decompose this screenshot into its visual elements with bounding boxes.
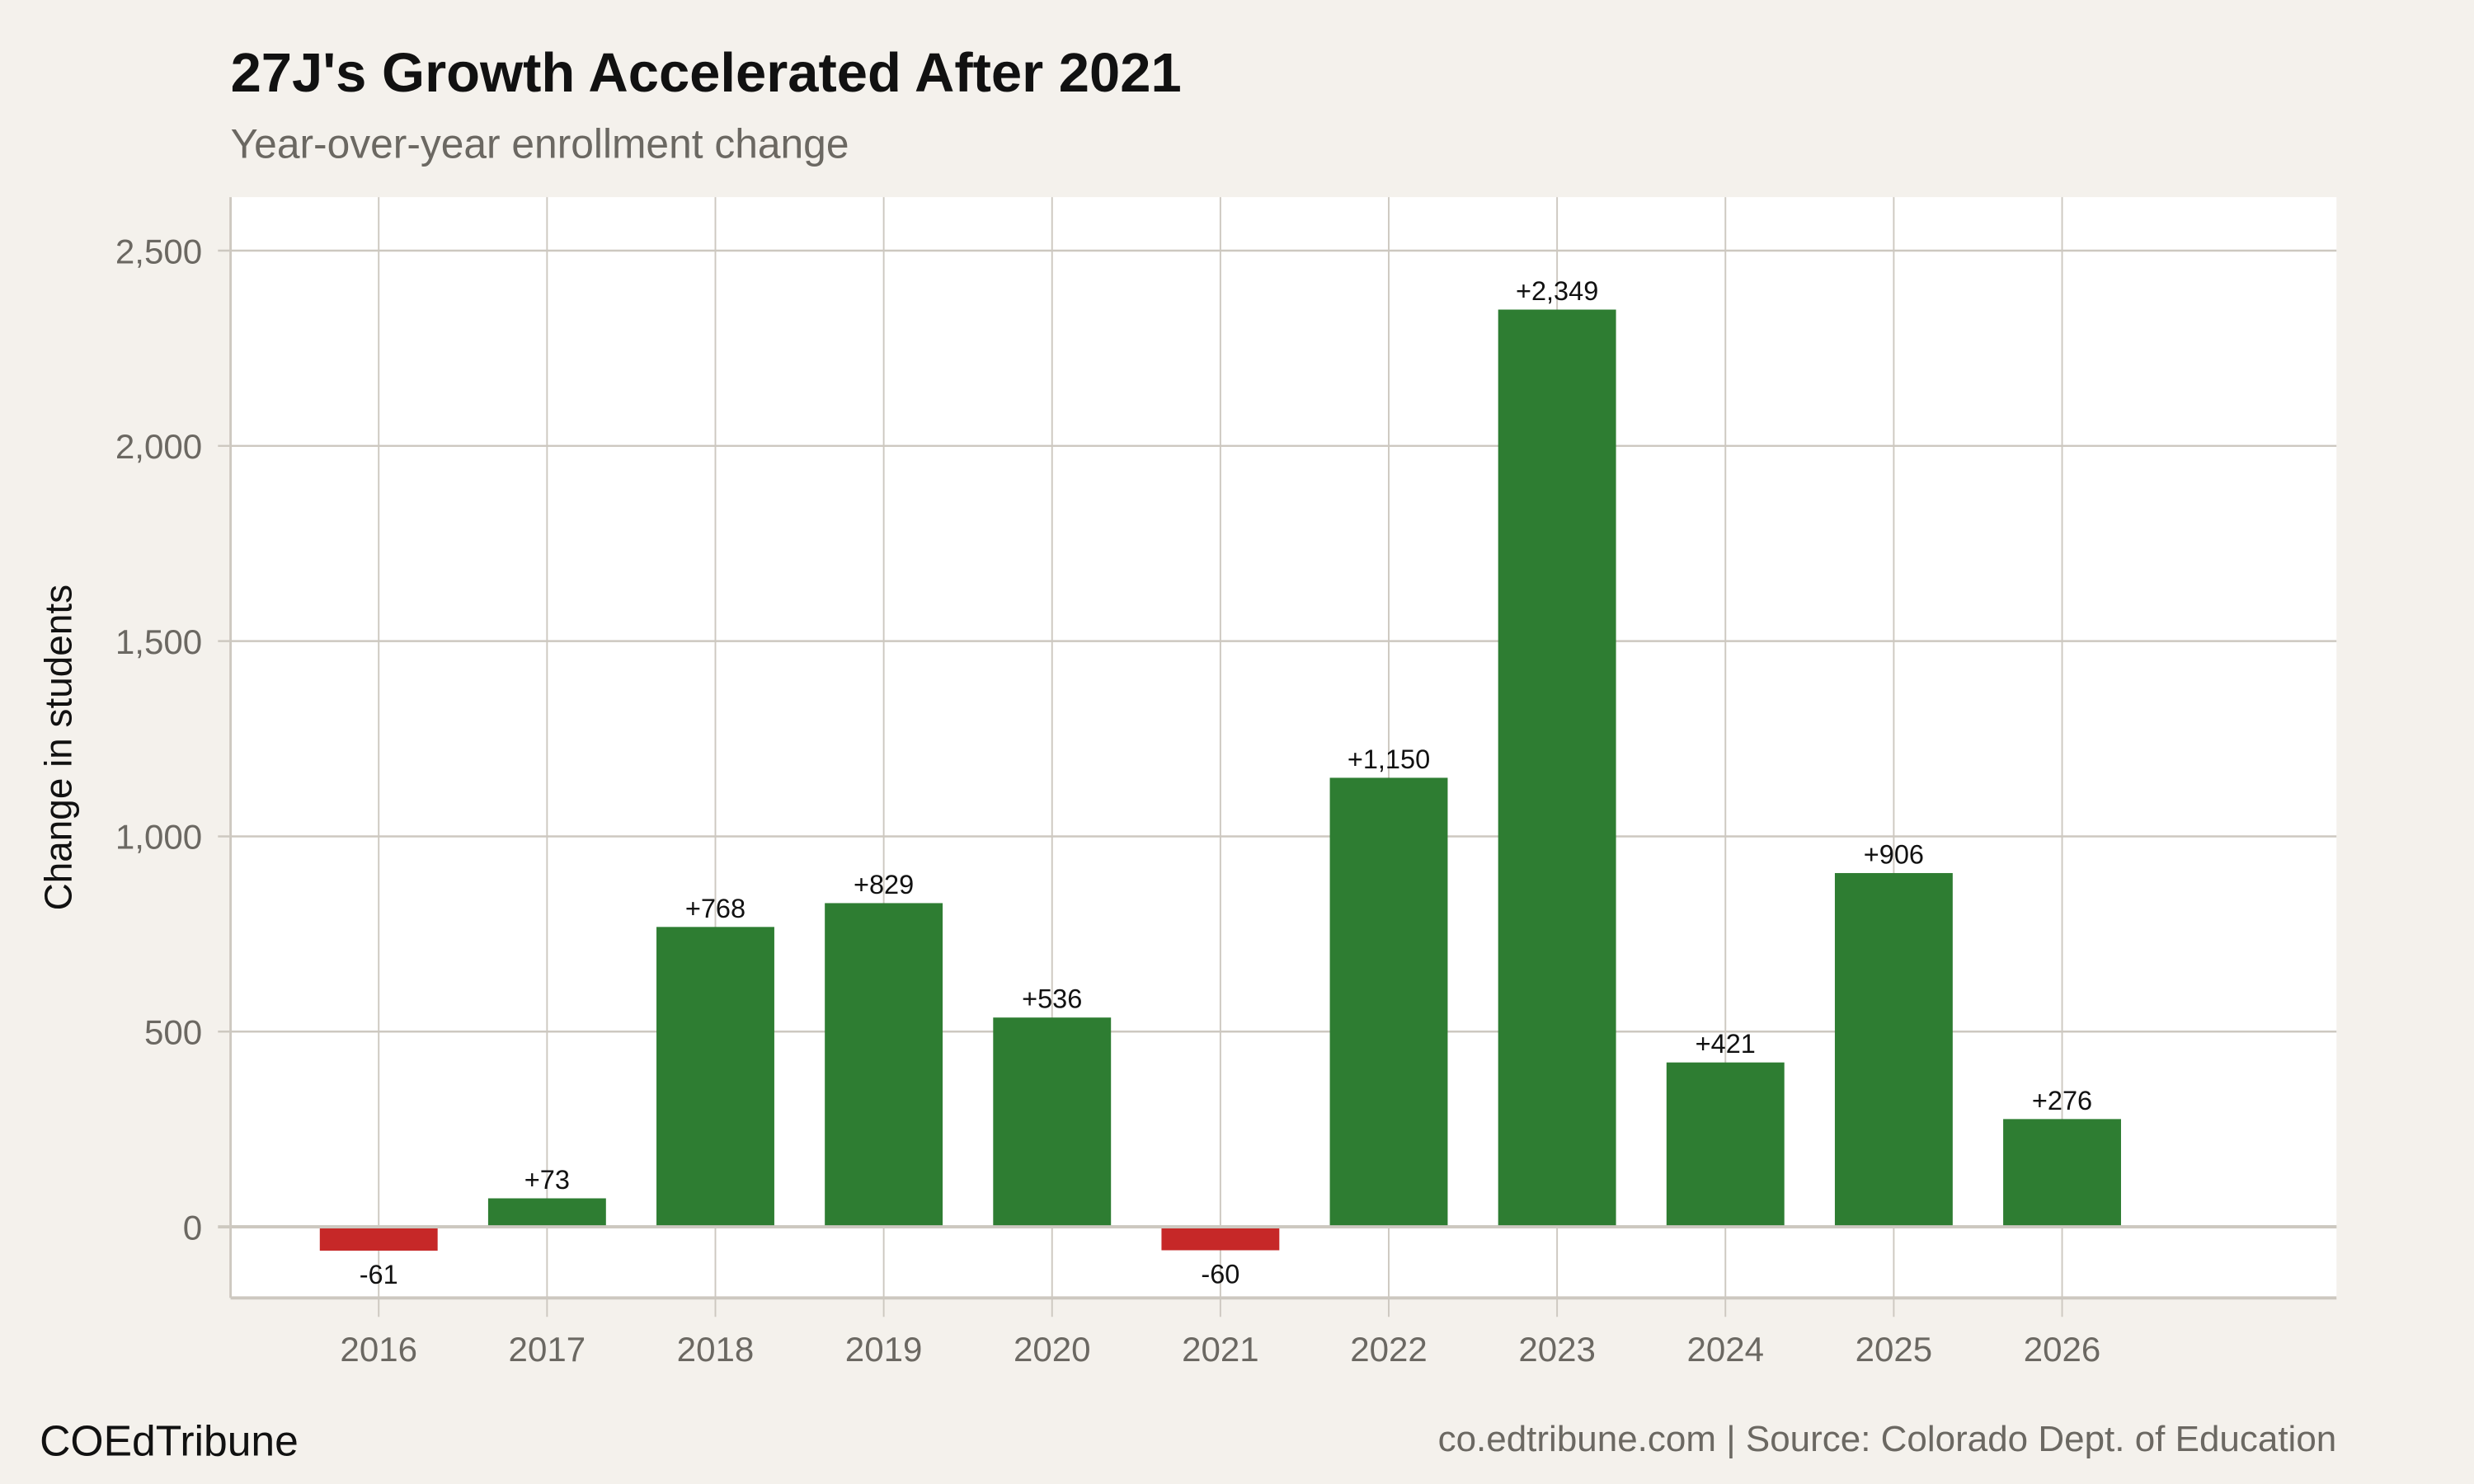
x-tick-label: 2020 <box>1014 1330 1091 1369</box>
data-label-2021: -60 <box>1201 1260 1239 1289</box>
x-tick-label: 2019 <box>845 1330 923 1369</box>
bar-2019 <box>825 903 943 1228</box>
brand-logo-text: COEdTribune <box>40 1417 299 1465</box>
y-tick-label: 1,000 <box>115 818 202 857</box>
data-label-2016: -61 <box>360 1260 398 1289</box>
x-tick-label: 2022 <box>1350 1330 1427 1369</box>
data-label-2019: +829 <box>854 870 914 899</box>
chart-title: 27J's Growth Accelerated After 2021 <box>231 42 1182 104</box>
y-tick-label: 500 <box>144 1013 202 1052</box>
data-label-2023: +2,349 <box>1516 276 1598 306</box>
source-note: co.edtribune.com | Source: Colorado Dept… <box>1438 1419 2337 1459</box>
x-tick-label: 2017 <box>509 1330 586 1369</box>
bars <box>230 309 2337 1251</box>
bar-2018 <box>656 927 774 1228</box>
x-tick-label: 2025 <box>1856 1330 1933 1369</box>
x-axis-ticks: 2016 2017 2018 2019 2020 2021 2022 2023 2024 2025… <box>340 1330 2100 1369</box>
y-tick-label: 1,500 <box>115 622 202 661</box>
y-tick-label: 0 <box>183 1208 202 1247</box>
bar-2020 <box>993 1017 1112 1228</box>
chart-subtitle: Year-over-year enrollment change <box>231 120 849 167</box>
data-label-2022: +1,150 <box>1348 744 1430 774</box>
bar-2016 <box>319 1227 438 1251</box>
x-tick-label: 2021 <box>1182 1330 1259 1369</box>
x-tick-label: 2016 <box>340 1330 417 1369</box>
data-label-2026: +276 <box>2032 1086 2092 1115</box>
bar-2017 <box>487 1198 606 1228</box>
x-tick-label: 2024 <box>1686 1330 1764 1369</box>
bar-2021 <box>1161 1227 1280 1251</box>
data-label-2018: +768 <box>685 894 745 923</box>
y-axis-label: Change in students <box>36 585 79 910</box>
data-label-2020: +536 <box>1022 984 1082 1014</box>
y-axis-ticks: 0 500 1,000 1,500 2,000 2,500 <box>115 232 202 1247</box>
y-tick-label: 2,000 <box>115 427 202 466</box>
bar-2026 <box>2003 1119 2121 1228</box>
plot-panel <box>230 197 2337 1298</box>
bar-2024 <box>1666 1062 1785 1228</box>
data-label-2025: +906 <box>1864 839 1924 869</box>
bar-2023 <box>1498 309 1616 1228</box>
data-label-2017: +73 <box>524 1165 570 1195</box>
x-tick-label: 2026 <box>2024 1330 2101 1369</box>
data-labels: -61 +73 +768 +829 +536 -60 +1,150 +2,349 +421 +90… <box>360 276 2092 1289</box>
data-label-2024: +421 <box>1696 1029 1756 1059</box>
bar-2022 <box>1329 777 1448 1228</box>
y-tick-label: 2,500 <box>115 232 202 270</box>
bar-2025 <box>1834 872 1953 1228</box>
x-tick-label: 2018 <box>677 1330 755 1369</box>
x-tick-label: 2023 <box>1518 1330 1596 1369</box>
